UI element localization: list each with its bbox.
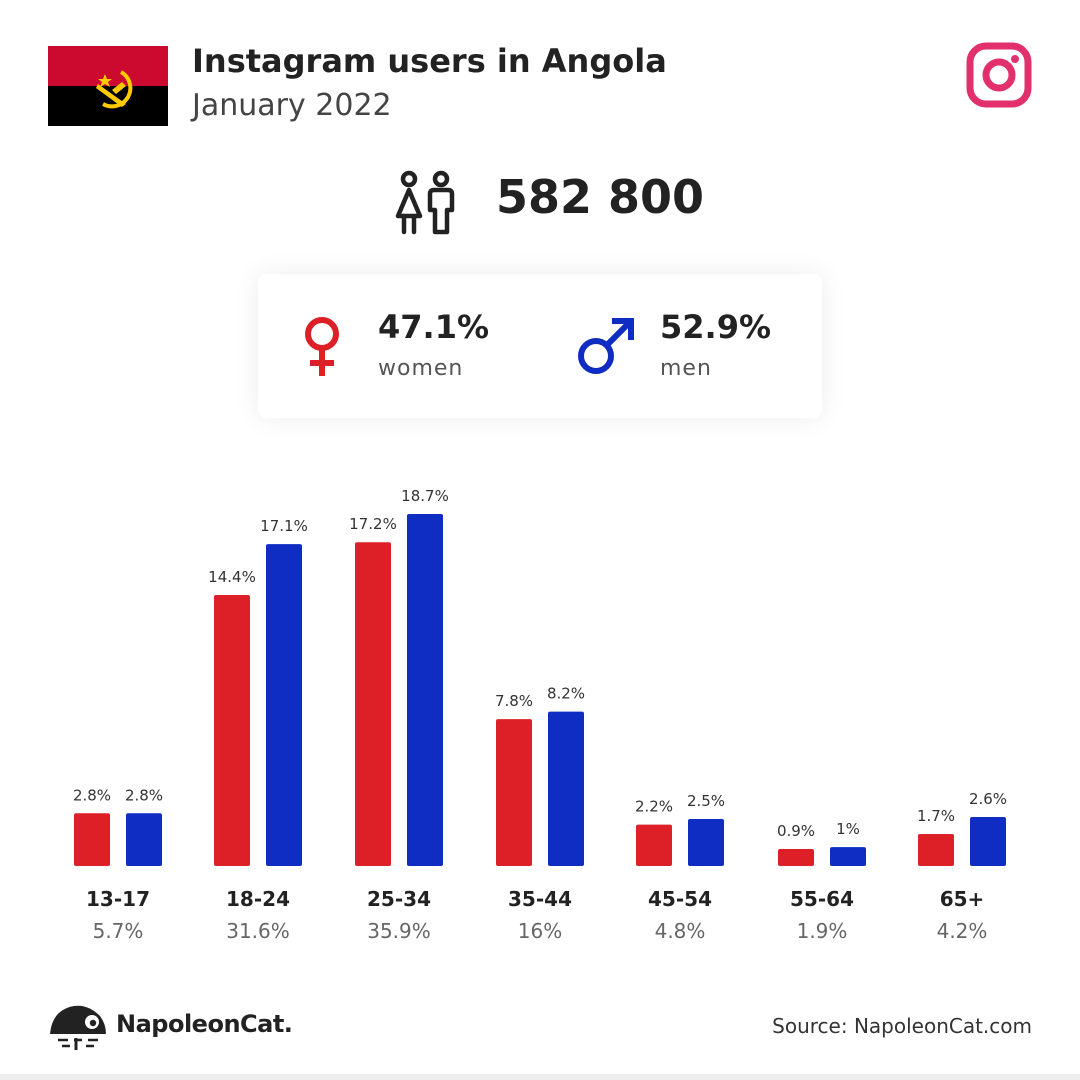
age-gender-bar-chart: 2.8% 2.8% 13-17 5.7% 14.4% 17.1% 18-24 31.6% 17.… — [73, 487, 1007, 943]
bar-men-65+ — [970, 817, 1006, 866]
women-percentage: 47.1% — [378, 308, 490, 346]
bar-value-label: 1.7% — [917, 807, 955, 825]
bar-value-label: 1% — [836, 820, 860, 838]
male-symbol-icon — [578, 318, 634, 374]
age-category-label: 25-34 — [367, 887, 431, 911]
age-category-label: 55-64 — [790, 887, 854, 911]
bar-men-45-54 — [688, 818, 724, 866]
bar-value-label: 7.8% — [495, 692, 533, 710]
women-label: women — [378, 356, 464, 381]
bottom-divider — [0, 1074, 1080, 1080]
instagram-icon — [966, 42, 1032, 108]
bar-women-13-17 — [74, 813, 110, 866]
bar-women-45-54 — [636, 824, 672, 866]
bar-value-label: 2.5% — [687, 792, 725, 810]
bar-value-label: 2.8% — [125, 786, 163, 804]
bar-men-55-64 — [830, 847, 866, 866]
age-category-label: 35-44 — [508, 887, 572, 911]
bar-value-label: 18.7% — [401, 487, 449, 505]
age-category-total: 5.7% — [93, 919, 144, 943]
napoleoncat-logo-icon — [50, 1005, 106, 1050]
angola-flag-icon — [48, 46, 168, 126]
bar-value-label: 2.8% — [73, 786, 111, 804]
bar-women-18-24 — [214, 594, 250, 866]
bar-men-25-34 — [407, 514, 443, 866]
bar-value-label: 14.4% — [208, 568, 256, 586]
bar-women-35-44 — [496, 719, 532, 866]
total-users: 582 800 — [496, 170, 705, 224]
age-category-total: 35.9% — [367, 919, 431, 943]
bar-value-label: 17.2% — [349, 515, 397, 533]
bar-value-label: 2.2% — [635, 798, 673, 816]
age-category-label: 18-24 — [226, 887, 290, 911]
people-icon — [395, 170, 455, 235]
men-label: men — [660, 356, 712, 381]
age-category-label: 65+ — [940, 887, 985, 911]
gender-card: 47.1% women 52.9% men — [258, 274, 822, 418]
age-category-label: 13-17 — [86, 887, 150, 911]
bar-women-25-34 — [355, 542, 391, 866]
bar-men-13-17 — [126, 813, 162, 866]
bar-value-label: 0.9% — [777, 822, 815, 840]
page-subtitle: January 2022 — [192, 88, 392, 123]
age-category-label: 45-54 — [648, 887, 712, 911]
bar-women-55-64 — [778, 849, 814, 866]
bar-value-label: 2.6% — [969, 790, 1007, 808]
bar-value-label: 17.1% — [260, 517, 308, 535]
bar-value-label: 8.2% — [547, 685, 585, 703]
age-category-total: 4.2% — [937, 919, 988, 943]
female-symbol-icon — [305, 317, 339, 376]
men-percentage: 52.9% — [660, 308, 772, 346]
age-category-total: 31.6% — [226, 919, 290, 943]
source-note: Source: NapoleonCat.com — [772, 1014, 1032, 1038]
age-category-total: 16% — [518, 919, 562, 943]
bar-women-65+ — [918, 834, 954, 866]
brand-name: NapoleonCat. — [116, 1010, 293, 1038]
bar-men-18-24 — [266, 544, 302, 866]
age-category-total: 1.9% — [797, 919, 848, 943]
page-title: Instagram users in Angola — [192, 42, 667, 80]
bar-men-35-44 — [548, 711, 584, 866]
age-category-total: 4.8% — [655, 919, 706, 943]
